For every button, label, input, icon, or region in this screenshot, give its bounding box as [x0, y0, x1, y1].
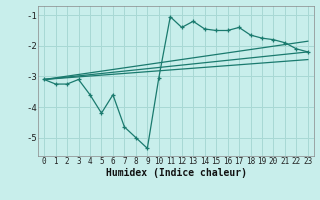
X-axis label: Humidex (Indice chaleur): Humidex (Indice chaleur): [106, 168, 246, 178]
